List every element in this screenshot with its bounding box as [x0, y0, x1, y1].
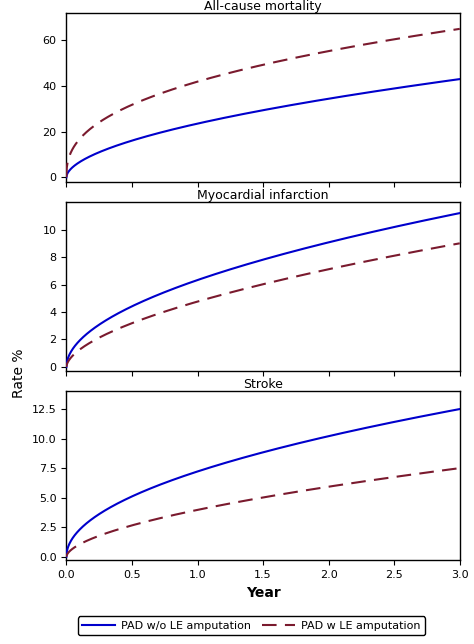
X-axis label: Year: Year [246, 585, 281, 600]
Text: Rate %: Rate % [12, 349, 26, 398]
Legend: PAD w/o LE amputation, PAD w LE amputation: PAD w/o LE amputation, PAD w LE amputati… [78, 616, 425, 635]
Title: All-cause mortality: All-cause mortality [204, 0, 322, 13]
Title: Myocardial infarction: Myocardial infarction [197, 189, 329, 202]
Title: Stroke: Stroke [243, 378, 283, 392]
